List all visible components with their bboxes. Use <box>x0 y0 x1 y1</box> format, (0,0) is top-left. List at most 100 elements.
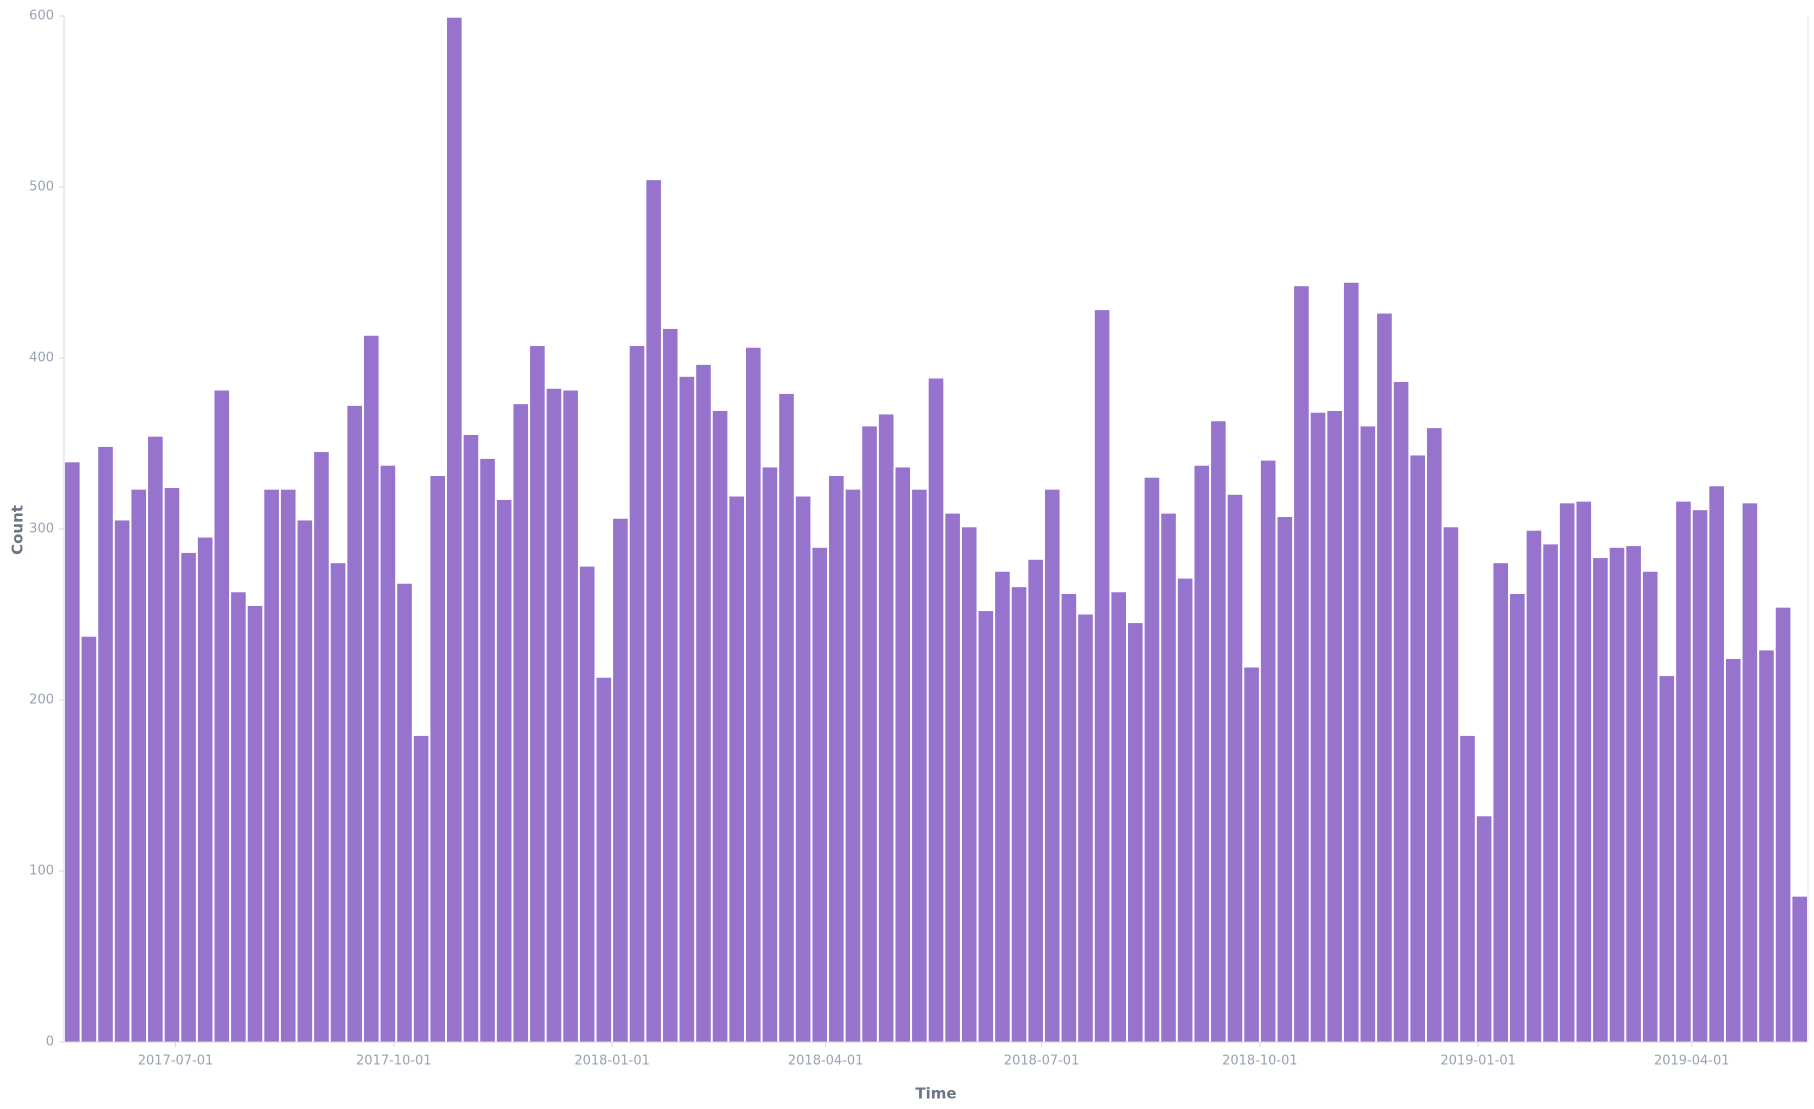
bar <box>1260 460 1276 1043</box>
bar <box>1393 381 1409 1042</box>
bar <box>1543 544 1558 1042</box>
bar <box>696 364 711 1043</box>
bar <box>1094 310 1110 1042</box>
bar <box>181 552 196 1042</box>
bar <box>1294 286 1309 1042</box>
bar <box>596 677 612 1042</box>
bar <box>1128 623 1143 1042</box>
x-tick-label: 2018-10-01 <box>1222 1054 1298 1069</box>
bar <box>928 378 944 1042</box>
bar <box>1227 494 1243 1042</box>
bar <box>1609 547 1625 1042</box>
bar <box>1626 546 1641 1042</box>
bar <box>1360 426 1376 1042</box>
bar <box>1426 428 1442 1042</box>
bar <box>1476 816 1492 1042</box>
bar <box>829 475 844 1042</box>
bar <box>1443 527 1459 1042</box>
bar <box>1078 614 1093 1042</box>
bar <box>1327 411 1342 1042</box>
bar <box>945 513 960 1042</box>
bar <box>98 446 113 1042</box>
y-tick-label: 500 <box>29 180 54 195</box>
bar <box>978 611 994 1042</box>
bar <box>1028 559 1043 1042</box>
bar <box>745 347 761 1042</box>
bar <box>1061 593 1077 1042</box>
bar <box>430 475 446 1042</box>
bar <box>380 465 396 1043</box>
bar <box>1377 313 1392 1042</box>
bar <box>214 390 230 1042</box>
bar <box>1244 667 1259 1042</box>
bar <box>795 496 811 1042</box>
bar <box>1792 896 1807 1042</box>
bar <box>1177 578 1193 1042</box>
bar <box>1676 501 1691 1042</box>
bar <box>1510 593 1525 1042</box>
bar <box>1692 510 1708 1042</box>
bar <box>862 426 877 1042</box>
bar <box>1111 592 1127 1042</box>
bar <box>148 436 163 1042</box>
bar <box>1725 658 1741 1042</box>
bar <box>1642 571 1658 1042</box>
bar <box>347 405 362 1042</box>
bar <box>1044 489 1060 1042</box>
bar <box>530 346 545 1042</box>
bar <box>1277 517 1293 1042</box>
bar <box>413 735 429 1042</box>
bar <box>1161 513 1176 1042</box>
bar <box>513 404 529 1042</box>
bar <box>845 489 861 1042</box>
y-tick-label: 100 <box>29 864 54 879</box>
bar <box>264 489 279 1042</box>
bar <box>297 520 313 1042</box>
bar <box>563 390 578 1042</box>
bar <box>1742 503 1758 1043</box>
bar <box>712 411 728 1042</box>
bar <box>762 467 778 1042</box>
x-tick-label: 2019-04-01 <box>1654 1054 1730 1069</box>
bar <box>1310 412 1326 1043</box>
bar <box>314 452 329 1042</box>
bar <box>1011 587 1027 1042</box>
bar <box>812 547 828 1042</box>
bar <box>662 328 678 1042</box>
bar <box>231 592 246 1042</box>
y-tick-label: 200 <box>29 693 54 708</box>
bar <box>1559 503 1575 1043</box>
bar <box>280 489 296 1042</box>
bar <box>397 583 412 1042</box>
bar <box>1576 501 1592 1042</box>
bar <box>363 335 379 1042</box>
y-tick-label: 0 <box>46 1035 54 1050</box>
bar <box>613 518 628 1042</box>
bar <box>779 393 794 1042</box>
bar <box>197 537 213 1042</box>
bar <box>463 434 479 1042</box>
bar <box>646 180 661 1042</box>
bar <box>679 376 695 1042</box>
y-axis-title: Count <box>9 505 27 555</box>
bar <box>1775 607 1791 1042</box>
bar <box>480 458 495 1042</box>
x-tick-label: 2017-10-01 <box>356 1054 432 1069</box>
bar <box>247 605 263 1042</box>
bar <box>912 489 927 1042</box>
bar <box>1410 455 1425 1043</box>
bar <box>1709 486 1724 1042</box>
y-tick-label: 400 <box>29 351 54 366</box>
x-tick-label: 2019-01-01 <box>1440 1054 1516 1069</box>
bar <box>1460 735 1475 1042</box>
bar <box>1194 465 1210 1043</box>
bar <box>131 489 147 1042</box>
bar <box>1144 477 1160 1042</box>
bar <box>895 467 911 1042</box>
bar <box>961 527 977 1042</box>
x-tick-label: 2018-04-01 <box>788 1054 864 1069</box>
bar <box>164 487 180 1043</box>
bar <box>1343 282 1359 1042</box>
bar <box>81 636 97 1042</box>
